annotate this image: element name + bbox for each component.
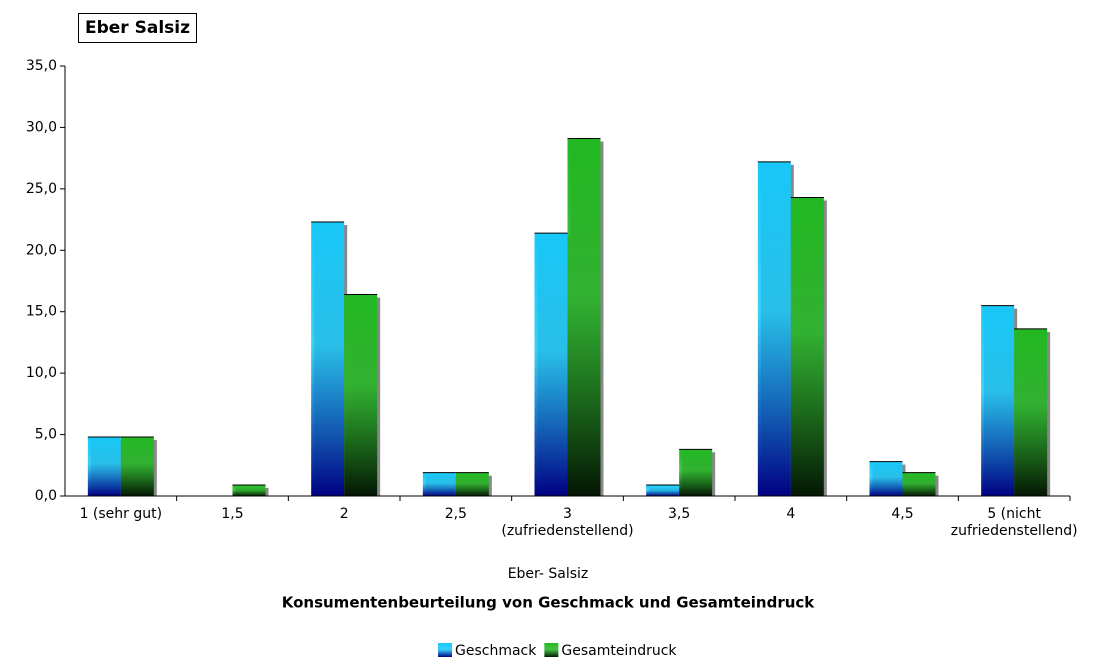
bar [1014,328,1048,496]
bar [567,138,601,496]
bar [902,472,936,496]
x-tick-label: 3 (zufriedenstellend) [501,506,634,539]
bar [646,484,680,496]
bar [455,472,489,496]
x-tick-label: 4 [786,506,796,522]
y-tick-label: 10,0 [26,365,57,381]
bar [679,449,713,496]
x-tick-label: 3,5 [668,506,691,522]
bar [790,197,824,496]
chart-title: Eber Salsiz [78,13,197,43]
chart-subtitle: Konsumentenbeurteilung von Geschmack und… [282,594,816,612]
y-tick-label: 25,0 [26,181,57,197]
y-tick-label: 20,0 [26,242,57,258]
bar [534,233,568,497]
x-axis-title: Eber- Salsiz [508,566,589,582]
x-tick-label: 2 [339,506,349,522]
x-tick-label: 4,5 [891,506,914,522]
bar [120,437,154,496]
legend-swatch [438,643,452,657]
legend-swatch [544,643,559,657]
bar [757,161,791,497]
bar [232,484,266,496]
x-tick-label: 1,5 [221,506,244,522]
x-tick-label: 1 (sehr gut) [79,506,163,522]
bar [344,294,378,496]
x-tick-label: 5 (nicht zufriedenstellend) [950,506,1078,539]
y-tick-label: 30,0 [26,119,57,135]
bar [311,222,345,496]
y-tick-label: 35,0 [26,58,57,74]
legend-label: Gesamteindruck [561,643,677,659]
x-tick-label: 2,5 [444,506,467,522]
y-tick-label: 15,0 [26,304,57,320]
y-tick-label: 5,0 [35,427,57,443]
bar [422,472,456,496]
legend-label: Geschmack [455,643,537,659]
bar [87,437,121,496]
y-tick-label: 0,0 [35,488,57,504]
bar [869,461,903,496]
bar [981,305,1015,496]
